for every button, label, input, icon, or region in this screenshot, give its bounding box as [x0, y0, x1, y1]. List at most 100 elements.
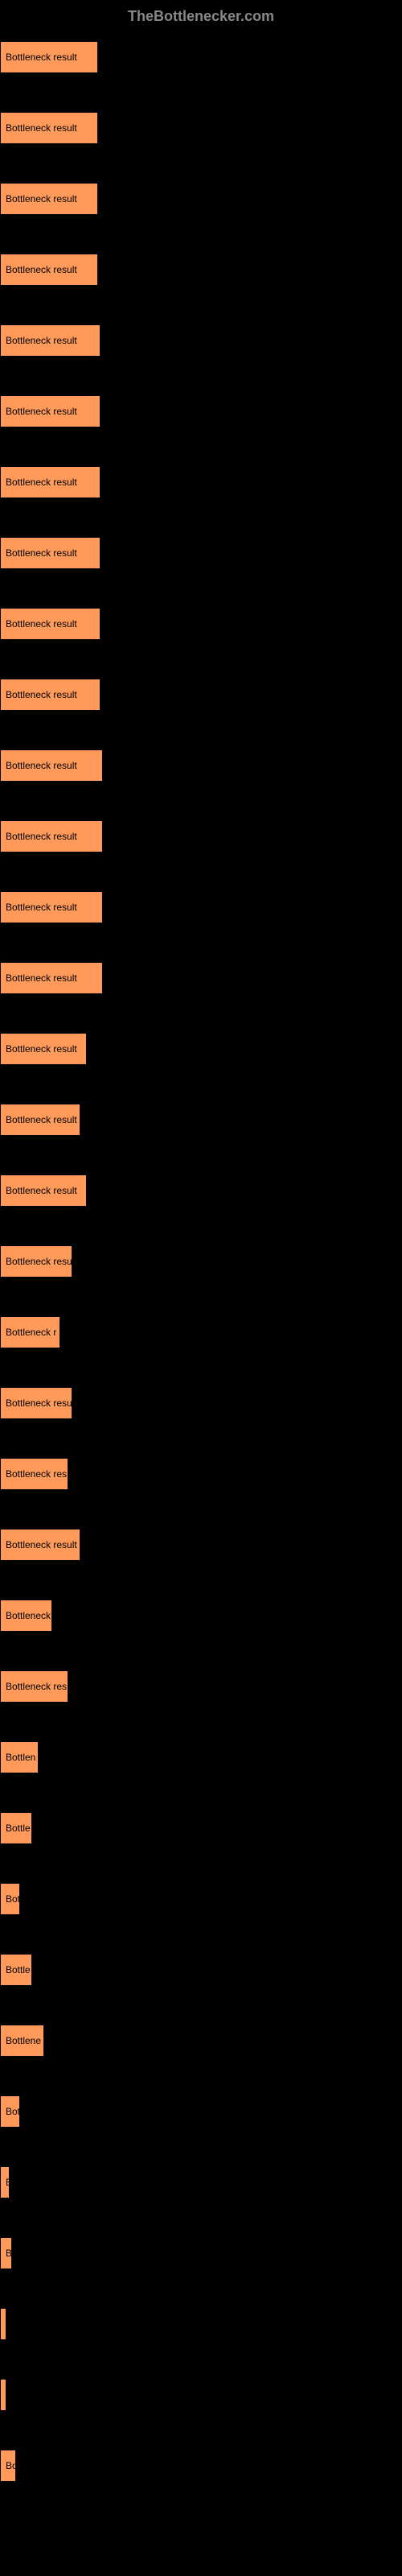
bottleneck-chart: Bottleneck result Bottleneck result Bottle…	[0, 41, 402, 2482]
bar-label: Bottleneck result	[6, 406, 77, 417]
bar-row: Bottleneck result	[0, 254, 402, 286]
bottleneck-bar: Bottleneck result	[0, 112, 98, 144]
bar-label: Bottleneck result	[6, 618, 77, 630]
bar-label: Bottleneck result	[6, 760, 77, 771]
bottleneck-bar: B	[0, 2166, 10, 2198]
bottleneck-bar: B	[0, 2237, 12, 2269]
bottleneck-bar: Bottleneck result	[0, 183, 98, 215]
bar-label: Bot	[6, 1893, 20, 1905]
bottleneck-bar	[0, 2379, 6, 2411]
bar-row: Bottleneck resu	[0, 1387, 402, 1419]
bottleneck-bar: Bottleneck resu	[0, 1387, 72, 1419]
bottleneck-bar: Bottle	[0, 1954, 32, 1986]
bottleneck-bar: Bottleneck r	[0, 1316, 60, 1348]
bar-row: Bottlen	[0, 1741, 402, 1773]
bar-label: Bottleneck result	[6, 52, 77, 63]
bar-row: Bottleneck res	[0, 1458, 402, 1490]
bottleneck-bar: Bottleneck result	[0, 679, 100, 711]
bar-row: B	[0, 2237, 402, 2269]
bar-row: Bottleneck result	[0, 537, 402, 569]
bar-row: Bottleneck result	[0, 608, 402, 640]
bar-row: Bottleneck result	[0, 1033, 402, 1065]
bar-label: Bottleneck result	[6, 264, 77, 275]
bar-label: Bottleneck result	[6, 193, 77, 204]
bar-label: B	[6, 2248, 12, 2259]
bottleneck-bar: Bottle	[0, 1812, 32, 1844]
bottleneck-bar: Bottleneck res	[0, 1670, 68, 1703]
bottleneck-bar: Bottlen	[0, 1741, 39, 1773]
bar-label: Bottleneck result	[6, 547, 77, 559]
bar-row: Bottleneck res	[0, 1670, 402, 1703]
bar-label: Bottleneck result	[6, 1185, 77, 1196]
bar-label: Bottle	[6, 1964, 31, 1975]
bar-label: Bottleneck result	[6, 1114, 77, 1125]
bar-row: Bottle	[0, 1954, 402, 1986]
bar-label: Bottleneck res	[6, 1681, 67, 1692]
bar-row: Bottleneck result	[0, 891, 402, 923]
bar-row: Bottleneck result	[0, 466, 402, 498]
bar-row: Bottleneck result	[0, 1174, 402, 1207]
bar-row: Bottleneck result	[0, 112, 402, 144]
bottleneck-bar: Bottleneck result	[0, 608, 100, 640]
bar-label: Bottleneck	[6, 1610, 51, 1621]
bottleneck-bar: Bottleneck result	[0, 891, 103, 923]
bottleneck-bar: Bottleneck result	[0, 395, 100, 427]
bar-row: Bottleneck result	[0, 183, 402, 215]
bar-row: Bot	[0, 1883, 402, 1915]
bottleneck-bar: Bottleneck result	[0, 324, 100, 357]
bottleneck-bar: Bottleneck	[0, 1600, 52, 1632]
bar-label: Bottle	[6, 1823, 31, 1834]
bottleneck-bar: Bottleneck resu	[0, 1245, 72, 1278]
bar-label: Bottleneck result	[6, 831, 77, 842]
bar-label: B	[6, 2177, 10, 2188]
bar-row: Bo	[0, 2450, 402, 2482]
bottleneck-bar: Bottleneck result	[0, 1174, 87, 1207]
bar-label: Bottleneck result	[6, 972, 77, 984]
bar-row: Bottleneck result	[0, 41, 402, 73]
bar-label: Bottleneck result	[6, 1539, 77, 1550]
bar-row: Bottleneck result	[0, 395, 402, 427]
bar-row: Bottle	[0, 1812, 402, 1844]
bottleneck-bar: Bottleneck result	[0, 1033, 87, 1065]
bar-row: Bottleneck	[0, 1600, 402, 1632]
bottleneck-bar: Bottleneck result	[0, 254, 98, 286]
bar-row: Bottleneck result	[0, 820, 402, 852]
bar-label: Bottleneck result	[6, 902, 77, 913]
bar-label: Bottleneck resu	[6, 1256, 72, 1267]
bar-label: Bottleneck result	[6, 689, 77, 700]
bar-row: Bot	[0, 2095, 402, 2128]
bar-row: Bottleneck result	[0, 962, 402, 994]
bottleneck-bar: Bottleneck res	[0, 1458, 68, 1490]
site-header: TheBottlenecker.com	[0, 8, 402, 25]
bottleneck-bar: Bottleneck result	[0, 466, 100, 498]
bar-label: Bottleneck result	[6, 477, 77, 488]
bottleneck-bar: Bot	[0, 2095, 20, 2128]
bar-row: Bottleneck result	[0, 679, 402, 711]
bottleneck-bar: Bottleneck result	[0, 962, 103, 994]
bar-row: Bottleneck result	[0, 324, 402, 357]
bar-row: Bottleneck result	[0, 749, 402, 782]
bottleneck-bar: Bottleneck result	[0, 1529, 80, 1561]
bottleneck-bar: Bottleneck result	[0, 749, 103, 782]
bar-label: Bottleneck res	[6, 1468, 67, 1480]
bottleneck-bar: Bo	[0, 2450, 16, 2482]
bar-label: Bottleneck r	[6, 1327, 56, 1338]
bar-label: Bottlen	[6, 1752, 35, 1763]
bar-row: Bottleneck result	[0, 1104, 402, 1136]
bar-row: Bottleneck result	[0, 1529, 402, 1561]
bar-label: Bottleneck result	[6, 122, 77, 134]
bar-label: Bot	[6, 2106, 20, 2117]
bar-row: Bottlene	[0, 2025, 402, 2057]
bar-label: Bottlene	[6, 2035, 41, 2046]
bar-row	[0, 2379, 402, 2411]
bottleneck-bar: Bottleneck result	[0, 41, 98, 73]
bottleneck-bar: Bottleneck result	[0, 1104, 80, 1136]
bottleneck-bar: Bot	[0, 1883, 20, 1915]
bar-row: Bottleneck resu	[0, 1245, 402, 1278]
bar-row: B	[0, 2166, 402, 2198]
bottleneck-bar	[0, 2308, 6, 2340]
bar-label: Bottleneck result	[6, 335, 77, 346]
bar-label: Bo	[6, 2460, 16, 2471]
bottleneck-bar: Bottlene	[0, 2025, 44, 2057]
bottleneck-bar: Bottleneck result	[0, 537, 100, 569]
